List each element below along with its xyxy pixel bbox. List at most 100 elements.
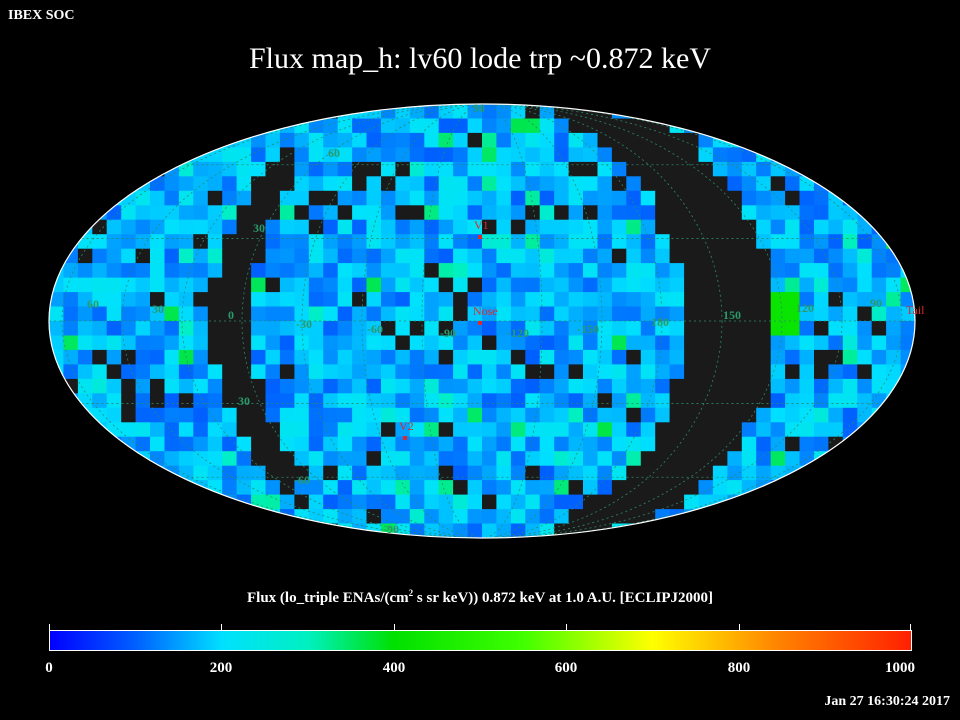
heatmap-cell: [842, 277, 858, 293]
heatmap-cell: [424, 480, 440, 496]
heatmap-cell: [611, 306, 627, 322]
heatmap-cell: [409, 451, 425, 467]
heatmap-cell: [611, 292, 627, 308]
heatmap-cell: [366, 161, 382, 177]
heatmap-cell: [438, 407, 454, 423]
heatmap-cell: [323, 306, 339, 322]
heatmap-cell: [611, 234, 627, 250]
heatmap-cell: [323, 378, 339, 394]
heatmap-cell: [496, 335, 512, 351]
heatmap-cell: [352, 349, 368, 365]
heatmap-cell: [669, 321, 685, 337]
heatmap-cell: [655, 306, 671, 322]
heatmap-cell: [409, 378, 425, 394]
heatmap-cell: [308, 147, 324, 163]
heatmap-cell: [496, 364, 512, 380]
heatmap-cell: [785, 349, 801, 365]
heatmap-cell: [799, 349, 815, 365]
heatmap-cell: [395, 335, 411, 351]
heatmap-cell: [583, 190, 598, 206]
heatmap-cell: [193, 190, 209, 206]
heatmap-cell: [121, 335, 137, 351]
heatmap-cell: [814, 292, 829, 308]
heatmap-cell: [583, 306, 598, 322]
heatmap-cell: [554, 480, 570, 496]
heatmap-cell: [785, 306, 801, 322]
heatmap-cell: [496, 219, 512, 235]
heatmap-cell: [785, 321, 801, 337]
heatmap-cell: [785, 176, 801, 192]
heatmap-cell: [279, 306, 295, 322]
heatmap-cell: [395, 407, 411, 423]
heatmap-cell: [337, 509, 353, 525]
heatmap-cell: [236, 147, 252, 163]
heatmap-cell: [482, 494, 497, 510]
heatmap-cell: [828, 190, 844, 206]
heatmap-cell: [453, 292, 469, 308]
heatmap-cell: [453, 306, 469, 322]
heatmap-cell: [207, 219, 223, 235]
heatmap-cell: [424, 132, 440, 148]
heatmap-cell: [453, 335, 469, 351]
heatmap-cell: [684, 451, 700, 467]
heatmap-cell: [496, 132, 512, 148]
heatmap-cell: [352, 393, 368, 409]
heatmap-cell: [785, 393, 801, 409]
heatmap-cell: [886, 263, 902, 279]
heatmap-cell: [727, 219, 743, 235]
heatmap-cell: [164, 248, 180, 264]
heatmap-cell: [770, 248, 786, 264]
heatmap-cell: [525, 205, 541, 221]
heatmap-cell: [265, 436, 281, 452]
heatmap-cell: [49, 364, 64, 380]
heatmap-cell: [265, 480, 281, 496]
heatmap-cell: [279, 205, 295, 221]
heatmap-cell: [496, 161, 512, 177]
heatmap-cell: [482, 118, 497, 134]
heatmap-cell: [381, 292, 396, 308]
heatmap-cell: [308, 407, 324, 423]
heatmap-cell: [799, 292, 815, 308]
heatmap-cell: [251, 451, 267, 467]
heatmap-cell: [554, 132, 570, 148]
heatmap-cell: [207, 335, 223, 351]
heatmap-cell: [49, 335, 64, 351]
meridian-line: [241, 104, 723, 538]
heatmap-cell: [409, 161, 425, 177]
heatmap-cell: [482, 205, 497, 221]
heatmap-cell: [525, 219, 541, 235]
heatmap-cell: [193, 292, 209, 308]
heatmap-cell: [698, 393, 714, 409]
heatmap-cell: [712, 436, 728, 452]
heatmap-cell: [741, 132, 757, 148]
heatmap-cell: [698, 219, 714, 235]
heatmap-cell: [308, 335, 324, 351]
heatmap-cell: [323, 292, 339, 308]
heatmap-cell: [684, 321, 700, 337]
heatmap-cell: [597, 451, 613, 467]
heatmap-cell: [640, 234, 656, 250]
heatmap-cell: [438, 132, 454, 148]
heatmap-cell: [626, 277, 642, 293]
heatmap-cell: [164, 393, 180, 409]
heatmap-cell: [539, 292, 555, 308]
heatmap-cell: [409, 248, 425, 264]
heatmap-cell: [842, 292, 858, 308]
heatmap-cell: [337, 436, 353, 452]
heatmap-cell: [222, 321, 238, 337]
heatmap-cell: [395, 480, 411, 496]
heatmap-cell: [655, 321, 671, 337]
heatmap-cell: [597, 378, 613, 394]
heatmap-cell: [842, 349, 858, 365]
heatmap-cell: [669, 263, 685, 279]
heatmap-cell: [510, 407, 526, 423]
heatmap-cell: [669, 277, 685, 293]
heatmap-cell: [684, 480, 700, 496]
heatmap-cell: [150, 422, 165, 438]
heatmap-cell: [438, 494, 454, 510]
heatmap-cell: [92, 364, 108, 380]
heatmap-cell: [496, 436, 512, 452]
heatmap-cell: [727, 190, 743, 206]
heatmap-cell: [279, 494, 295, 510]
heatmap-cell: [900, 349, 915, 365]
